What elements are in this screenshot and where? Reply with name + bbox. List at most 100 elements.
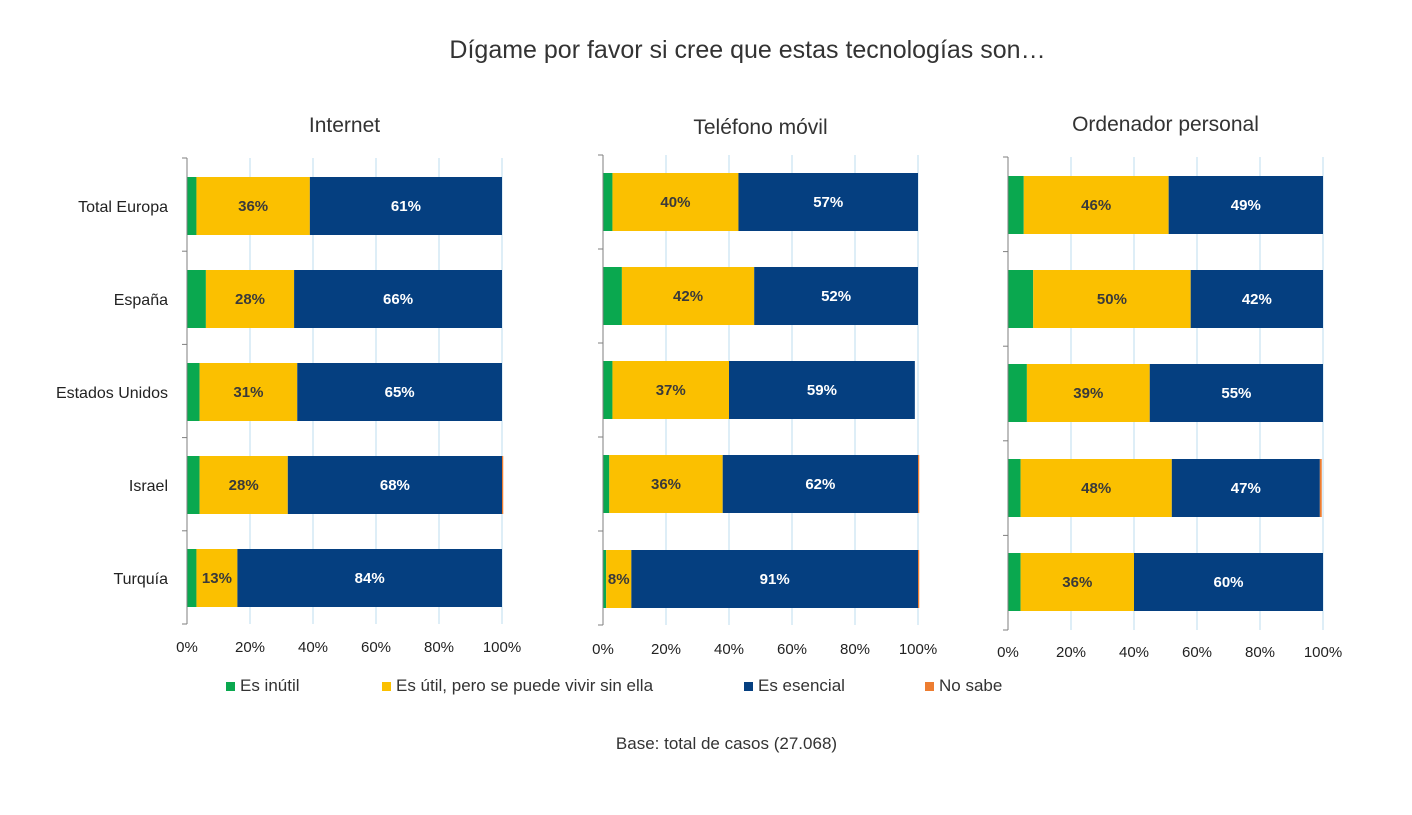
bar-value-label: 57% [813,194,843,211]
bar-value-label: 50% [1097,291,1127,308]
bar-segment [1190,270,1323,328]
bar-segment [754,267,918,325]
bar-value-label: 46% [1081,197,1111,214]
x-tick-label: 80% [424,639,454,656]
bar-value-label: 59% [807,382,837,399]
panel-title: Ordenador personal [1072,113,1259,136]
bar-segment [1149,364,1323,422]
bar-segment [297,363,502,421]
x-tick-label: 0% [176,639,198,656]
category-label: Israel [129,478,168,495]
bar-segment [1319,459,1322,517]
bar-value-label: 36% [238,198,268,215]
x-tick-label: 80% [1245,644,1275,661]
bar-segment [1008,176,1024,234]
bar-segment [612,361,729,419]
legend-item-es-util: Es útil, pero se puede vivir sin ella [382,676,653,696]
bar-segment [1171,459,1320,517]
legend-swatch-es-esencial [744,681,753,691]
bar-segment [187,177,197,235]
bar-segment [918,550,920,608]
bar-value-label: 62% [805,476,835,493]
x-tick-label: 20% [1056,644,1086,661]
legend-item-es-inutil: Es inútil [226,676,300,696]
bar-segment [631,550,918,608]
bar-value-label: 8% [608,571,630,588]
bar-segment [738,173,918,231]
bar-segment [309,177,502,235]
x-tick-label: 60% [361,639,391,656]
legend-label-es-inutil: Es inútil [240,676,300,695]
x-tick-label: 20% [235,639,265,656]
bar-value-label: 36% [651,476,681,493]
bar-value-label: 49% [1231,197,1261,214]
bar-segment [294,270,502,328]
legend-item-es-esencial: Es esencial [744,676,845,696]
bar-segment [612,173,739,231]
bar-segment [603,455,610,513]
bar-segment [199,456,288,514]
bar-value-label: 47% [1231,480,1261,497]
bar-value-label: 65% [385,384,415,401]
panel-title: Teléfono móvil [693,116,827,139]
bar-value-label: 48% [1081,480,1111,497]
bar-segment [621,267,755,325]
bar-value-label: 36% [1062,574,1092,591]
bar-segment [603,550,607,608]
bar-segment [187,270,206,328]
bar-segment [196,549,238,607]
legend-label-no-sabe: No sabe [939,676,1003,695]
bar-segment [187,363,200,421]
legend-swatch-es-util [382,681,391,691]
x-tick-label: 100% [483,639,521,656]
bar-segment [1020,459,1172,517]
category-label: España [114,292,168,309]
bar-segment [609,455,723,513]
legend-item-no-sabe: No sabe [925,676,1002,696]
category-label: Total Europa [78,199,168,216]
x-tick-label: 60% [777,641,807,658]
bar-value-label: 61% [391,198,421,215]
bar-segment [729,361,915,419]
x-tick-label: 0% [997,644,1019,661]
bar-segment [1020,553,1134,611]
bar-segment [287,456,502,514]
bar-segment [1008,364,1027,422]
legend-swatch-no-sabe [925,681,934,691]
bar-segment [187,456,200,514]
bar-segment [1134,553,1323,611]
bar-value-label: 55% [1221,385,1251,402]
legend: Es inútil Es útil, pero se puede vivir s… [0,676,1412,698]
bar-value-label: 60% [1213,574,1243,591]
chart-main-title: Dígame por favor si cree que estas tecno… [449,36,1046,64]
bar-segment [918,455,920,513]
category-label: Estados Unidos [56,385,168,402]
legend-label-es-esencial: Es esencial [758,676,845,695]
legend-label-es-util: Es útil, pero se puede vivir sin ella [396,676,654,695]
bar-value-label: 68% [380,477,410,494]
bar-value-label: 42% [673,288,703,305]
category-label: Turquía [113,571,168,588]
footnote: Base: total de casos (27.068) [615,734,838,753]
bar-value-label: 37% [656,382,686,399]
bar-segment [603,361,613,419]
bar-value-label: 39% [1073,385,1103,402]
bar-segment [502,456,504,514]
bar-value-label: 84% [355,570,385,587]
x-tick-label: 80% [840,641,870,658]
bar-segment [603,173,613,231]
x-tick-label: 20% [651,641,681,658]
bar-value-label: 42% [1242,291,1272,308]
x-tick-label: 60% [1182,644,1212,661]
bar-segment [237,549,502,607]
bar-value-label: 91% [760,571,790,588]
bar-segment [205,270,295,328]
bar-segment [1008,270,1034,328]
bar-segment [1168,176,1323,234]
chart-area: Internet 36% 61% Total Europa 28% 66% España 31… [56,113,1342,661]
bar-segment [196,177,310,235]
bar-segment [1008,553,1021,611]
x-tick-label: 40% [1119,644,1149,661]
x-tick-label: 100% [1304,644,1342,661]
bar-value-label: 31% [233,384,263,401]
